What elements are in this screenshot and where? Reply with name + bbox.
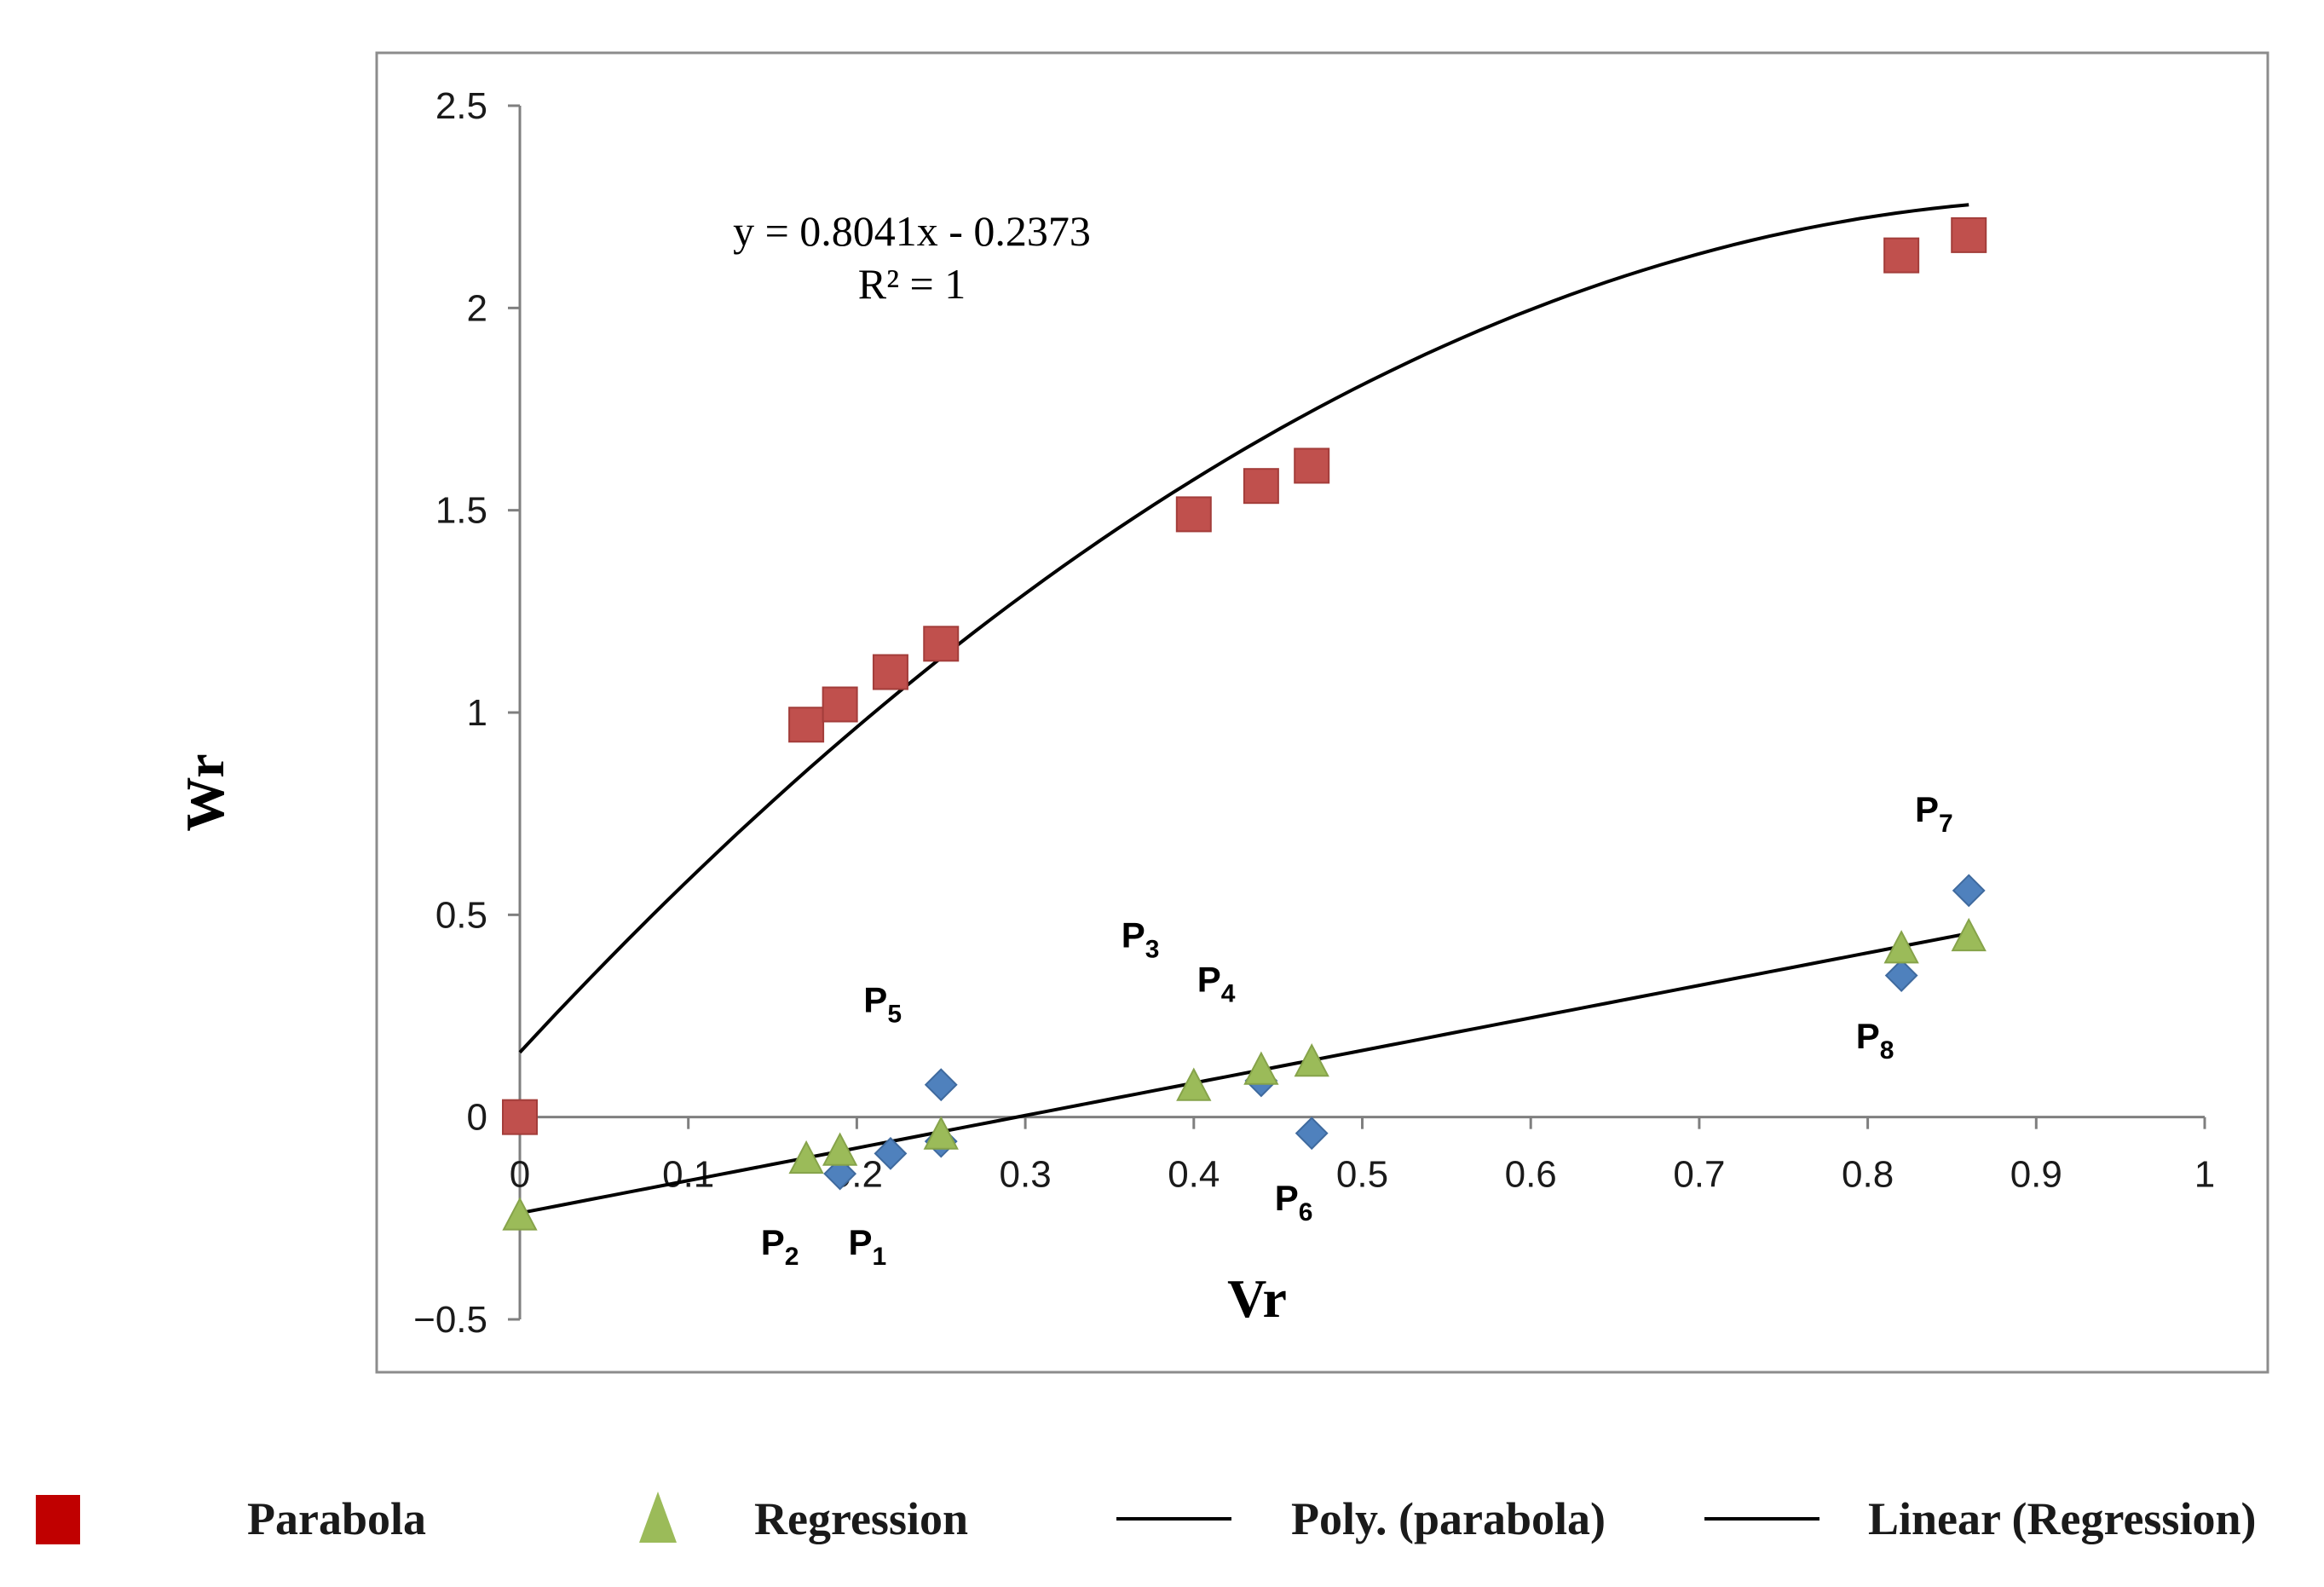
observed-point [924, 1068, 958, 1102]
y-tick-label: 1 [467, 692, 487, 734]
trendlines [518, 203, 1969, 1215]
x-tick-label: 0.1 [662, 1154, 714, 1196]
x-tick-label: 0.8 [1842, 1154, 1894, 1196]
x-axis-title: Vr [1227, 1268, 1287, 1329]
observed-point [1952, 874, 1986, 908]
y-tick-label: 1.5 [435, 490, 487, 532]
legend-label: Regression [754, 1493, 968, 1544]
regression-point [1951, 917, 1987, 952]
point-label-p1: P1 [849, 1222, 887, 1271]
legend: Parabola Regression Poly. (parabola) Linear… [36, 1492, 2256, 1544]
linear-regression-trendline [519, 932, 1969, 1215]
y-tick-label: 0.5 [435, 894, 487, 936]
parabola-point [923, 626, 960, 662]
parabola-point [1243, 468, 1279, 505]
x-tick-label: 1 [2194, 1154, 2215, 1196]
regression-point [1243, 1051, 1279, 1085]
observed-point [1295, 1117, 1329, 1151]
chart-frame [375, 51, 2269, 1374]
legend-label: Linear (Regression) [1868, 1493, 2256, 1544]
parabola-point [1883, 237, 1920, 274]
point-label-p3: P3 [1122, 915, 1160, 963]
x-tick-label: 0.6 [1505, 1154, 1557, 1196]
point-label-p5: P5 [863, 979, 902, 1028]
regression-point [502, 1197, 538, 1231]
regression-point [788, 1140, 824, 1174]
parabola-point [788, 707, 825, 743]
regression-point [1294, 1043, 1329, 1077]
legend-regression-swatch [639, 1492, 677, 1543]
legend-label: Poly. (parabola) [1291, 1493, 1606, 1544]
observed-point [823, 1157, 857, 1191]
legend-parabola-swatch [36, 1495, 80, 1544]
parabola-point [1175, 496, 1212, 533]
x-tick-label: 0.4 [1168, 1154, 1220, 1196]
y-tick-label: 2.5 [435, 85, 487, 127]
regression-point [1883, 930, 1919, 964]
regression-point [1176, 1067, 1212, 1101]
y-tick-labels: −0.5 0 0.5 1 1.5 2 2.5 [413, 85, 487, 1341]
parabola-point [502, 1099, 538, 1135]
parabola-point [1951, 216, 1987, 253]
x-tick-label: 0.9 [2010, 1154, 2062, 1196]
x-tick-label: 0.7 [1673, 1154, 1725, 1196]
data-markers [502, 216, 1987, 1231]
observed-point [874, 1136, 908, 1170]
x-tick-label: 0.5 [1336, 1154, 1388, 1196]
legend-label: Parabola [247, 1493, 426, 1544]
equation-label: y = 0.8041x - 0.2373 [733, 207, 1091, 255]
x-tick-label: 0 [510, 1154, 530, 1196]
x-tick-label: 0.3 [1000, 1154, 1052, 1196]
point-label-p6: P6 [1275, 1178, 1313, 1226]
regression-point [923, 1116, 959, 1150]
parabola-point [872, 654, 908, 690]
r-squared-label: R² = 1 [858, 260, 966, 308]
regression-point [822, 1132, 858, 1166]
observed-point [1884, 959, 1918, 992]
poly-parabola-trendline [518, 203, 1969, 1054]
point-label-p4: P4 [1197, 960, 1236, 1008]
point-labels: P1 P2 P3 P4 P5 P6 P7 P8 [761, 789, 1953, 1271]
y-tick-label: 2 [467, 287, 487, 329]
parabola-point [1294, 447, 1330, 484]
point-label-p2: P2 [761, 1222, 799, 1271]
point-label-p8: P8 [1856, 1016, 1894, 1065]
y-axis-title: Wr [175, 753, 235, 831]
parabola-point [822, 686, 858, 723]
y-tick-label: −0.5 [413, 1299, 487, 1341]
y-tick-label: 0 [467, 1097, 487, 1139]
point-label-p7: P7 [1915, 789, 1953, 838]
